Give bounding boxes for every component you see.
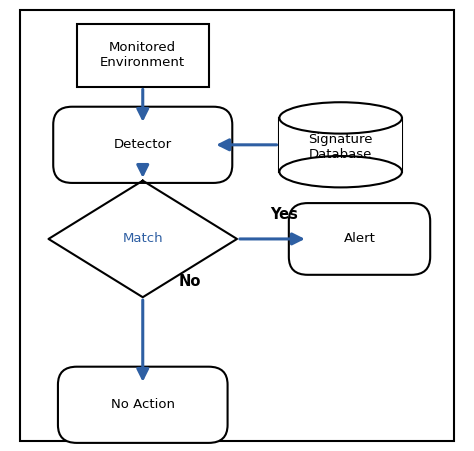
FancyBboxPatch shape — [279, 118, 402, 172]
Text: Match: Match — [122, 232, 163, 245]
FancyBboxPatch shape — [53, 107, 232, 183]
Text: Signature
Database: Signature Database — [309, 133, 373, 161]
Text: No Action: No Action — [111, 398, 175, 411]
Ellipse shape — [279, 102, 402, 133]
Text: No: No — [179, 274, 201, 289]
FancyBboxPatch shape — [58, 367, 228, 443]
Text: Detector: Detector — [114, 138, 172, 152]
FancyBboxPatch shape — [77, 24, 209, 87]
Text: Alert: Alert — [344, 232, 375, 245]
Text: Monitored
Environment: Monitored Environment — [100, 41, 185, 69]
Ellipse shape — [279, 156, 402, 188]
FancyBboxPatch shape — [289, 203, 430, 275]
Text: Yes: Yes — [270, 207, 298, 222]
